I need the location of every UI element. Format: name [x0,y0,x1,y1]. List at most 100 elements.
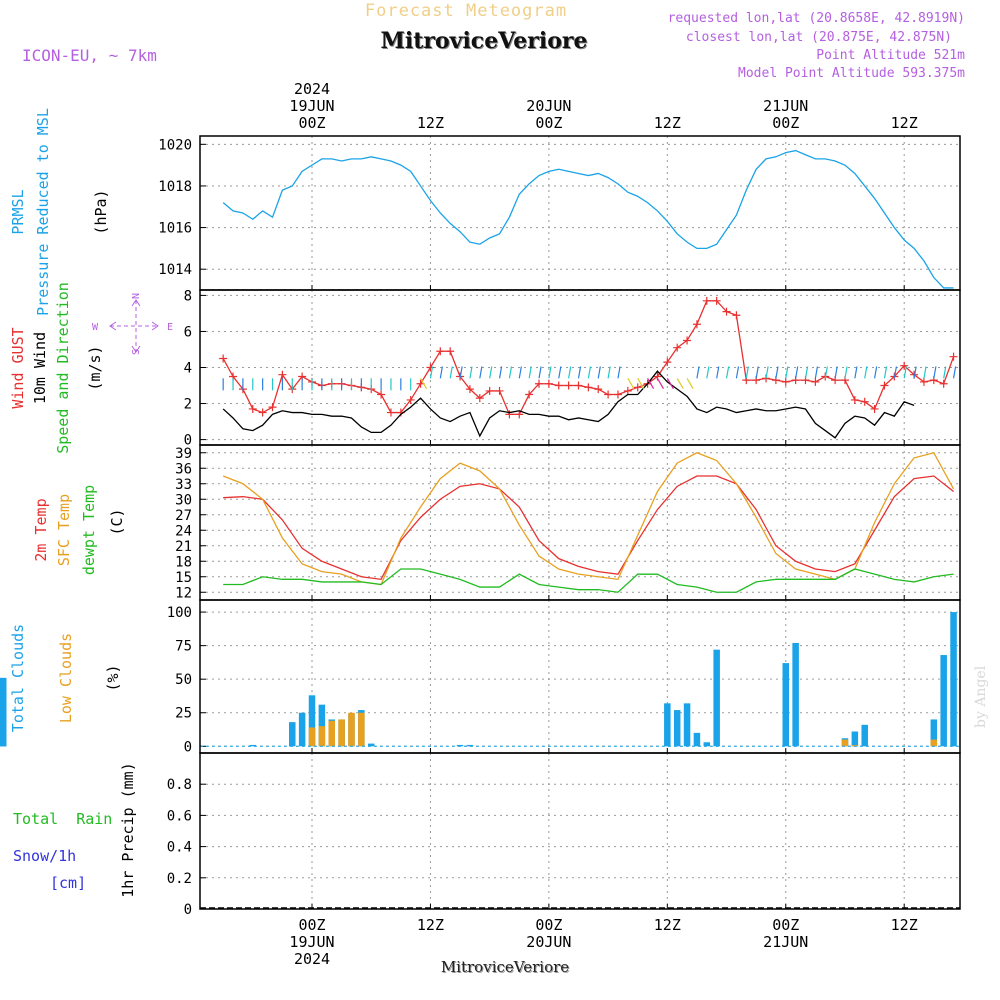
gust-point [436,347,445,356]
wind-arrow [627,378,635,390]
time-axis-bottom-label: 2024 [294,950,330,968]
gust-point [584,383,593,392]
wind-gust-line [222,300,955,416]
wind-arrow [479,366,483,379]
gust-point [248,404,257,413]
gust-point [811,377,820,386]
precipitation-panel: 0 0.2 0.4 0.6 0.8 [167,752,961,918]
gust-point [604,390,613,399]
low-clouds-bar [338,719,345,747]
wind-arrow [804,366,809,379]
label-celsius: (C) [108,508,126,535]
gust-point [505,410,514,419]
y-tick-label: 50 [175,672,192,688]
label-speed-direction: Speed and Direction [54,282,72,454]
label-low-clouds: Low Clouds [57,633,75,723]
wind-arrow [489,366,493,379]
wind-arrow [597,366,601,379]
wind-arrow [834,366,838,379]
label-snow: Snow/1h [13,847,76,865]
total-clouds-bar [673,710,681,747]
gust-point [870,404,879,413]
total-clouds-bar [930,719,938,747]
time-axis-bottom-label: 12Z [891,916,918,934]
gust-point [594,385,603,394]
station-title: MitroviceVeriore [381,28,588,54]
y-tick-label: 1014 [158,262,192,278]
time-axis-top-label: 00Z [298,114,325,132]
footer-station: MitroviceVeriore [441,958,569,976]
label-cm: [cm] [50,874,86,892]
wind-arrow [706,366,710,379]
gust-point [485,386,494,395]
low-clouds-bar [841,739,849,747]
label-2m-temp: 2m Temp [32,498,50,561]
wind-arrow [420,378,428,390]
pressure-frame [199,135,961,291]
wind-arrow [873,366,878,379]
time-axis-bottom-label: 00Z [772,916,799,934]
y-tick-label: 21 [175,539,192,555]
low-clouds-bar [358,712,365,747]
label-dewpt-temp: dewpt Temp [80,485,98,575]
precipitation-frame [199,752,961,910]
wind-arrow [558,366,562,379]
label-prmsl: PRMSL [9,189,27,234]
gust-point [406,395,415,404]
gust-point [781,377,790,386]
total-clouds-bar [693,732,701,747]
y-tick-label: 0 [184,902,192,918]
y-tick-label: 18 [175,554,192,570]
wind-arrow [795,366,799,379]
pressure-panel: 1014 1016 1018 1020 [158,135,961,291]
time-axis-top-label: 00Z [772,114,799,132]
gust-point [673,343,682,352]
closest-lonlat: closest lon,lat (20.875E, 42.875N) [686,30,952,45]
y-tick-label: 15 [175,570,192,586]
gust-point [880,381,889,390]
point-altitude: Point Altitude 521m [816,48,965,63]
compass-north: N [131,293,142,299]
time-axis-top-label: 00Z [535,114,562,132]
2m-temp-line [223,475,954,581]
total-clouds-bar [851,731,859,747]
total-clouds-bar [713,649,720,747]
time-axis-top-label: 20JUN [526,97,571,115]
y-tick-label: 36 [175,461,192,477]
y-tick-label: 75 [175,639,192,655]
time-axis-bottom-label: 12Z [654,916,681,934]
y-tick-label: 0.6 [167,808,192,824]
label-precip-axis: 1hr Precip (mm) [119,762,137,897]
total-clouds-bar [308,695,316,747]
gust-point [564,381,573,390]
y-tick-label: 33 [175,477,192,493]
y-tick-label: 0.2 [167,871,192,887]
compass-rose: N S W E [92,293,173,355]
gust-point [525,390,534,399]
time-axis-top-label: 19JUN [289,97,334,115]
wind-arrow [923,366,927,379]
label-10m-wind: 10m Wind [31,332,49,404]
label-hpa: (hPa) [92,189,110,234]
gust-point [268,403,277,412]
wind-arrow [637,378,645,390]
total-clouds-bar [703,742,711,747]
model-label: ICON-EU, ~ 7km [22,46,157,65]
gust-point [465,385,474,394]
gust-point [860,397,869,406]
y-tick-label: 8 [184,288,192,304]
time-axis-top-label: 12Z [891,114,918,132]
model-point-altitude: Model Point Altitude 593.375m [738,66,965,81]
total-clouds-bar [861,724,868,747]
wind-panel: 0 2 4 6 8 [184,288,961,449]
low-clouds-bar [328,720,335,747]
wind-arrow [538,366,542,379]
gust-point [386,408,395,417]
time-axis-top-label: 12Z [654,114,681,132]
y-tick-label: 27 [175,508,192,524]
10m-wind-line [222,370,915,439]
requested-lonlat: requested lon,lat (20.8658E, 42.8919N) [668,11,965,26]
y-tick-label: 4 [184,361,192,377]
gust-point [475,394,484,403]
